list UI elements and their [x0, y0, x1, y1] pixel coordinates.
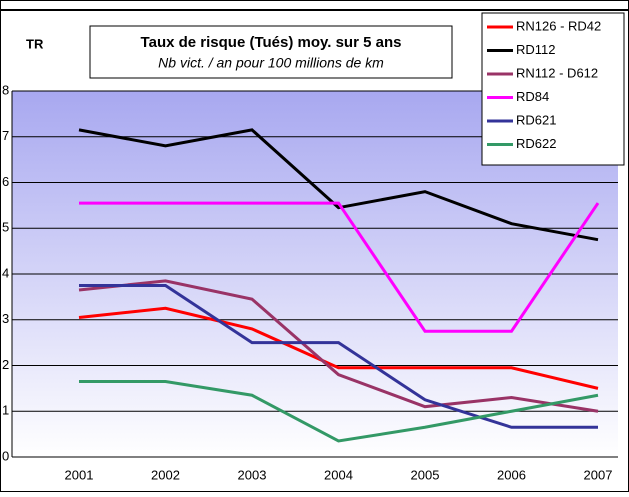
- y-tick-label: 8: [2, 82, 9, 97]
- legend-label: RD622: [516, 136, 556, 151]
- series-line: [78, 128, 599, 242]
- title-box: [89, 25, 453, 79]
- x-tick-label: 2006: [497, 467, 526, 482]
- legend-box: [481, 12, 625, 166]
- x-tick-label: 2007: [584, 467, 613, 482]
- x-tick-label: 2005: [411, 467, 440, 482]
- y-tick-label: 2: [2, 357, 9, 372]
- series-line: [78, 306, 599, 390]
- x-tick-label: 2002: [151, 467, 180, 482]
- y-tick-label: 3: [2, 311, 9, 326]
- y-tick-label: 4: [2, 265, 9, 280]
- x-tick-label: 2003: [238, 467, 267, 482]
- series-line: [79, 283, 598, 429]
- series-line: [78, 279, 599, 413]
- y-tick-label: 1: [2, 403, 9, 418]
- y-tick-label: 6: [2, 174, 9, 189]
- y-tick-label: 5: [2, 220, 9, 235]
- y-label: TR: [26, 36, 44, 51]
- legend-label: RD84: [516, 89, 549, 104]
- series-line: [79, 380, 599, 443]
- legend-label: RN112 - D612: [516, 65, 598, 80]
- x-tick-label: 2001: [65, 467, 94, 482]
- y-tick-label: 0: [2, 448, 9, 463]
- legend-label: RN126 - RD42: [516, 18, 601, 33]
- legend-label: RD112: [516, 42, 556, 57]
- chart-title: Taux de risque (Tués) moy. sur 5 ans: [141, 34, 402, 51]
- x-tick-label: 2004: [324, 467, 353, 482]
- legend-label: RD621: [516, 112, 556, 127]
- chart-subtitle: Nb vict. / an pour 100 millions de km: [158, 55, 384, 71]
- y-tick-label: 7: [2, 128, 9, 143]
- series-line: [79, 201, 600, 333]
